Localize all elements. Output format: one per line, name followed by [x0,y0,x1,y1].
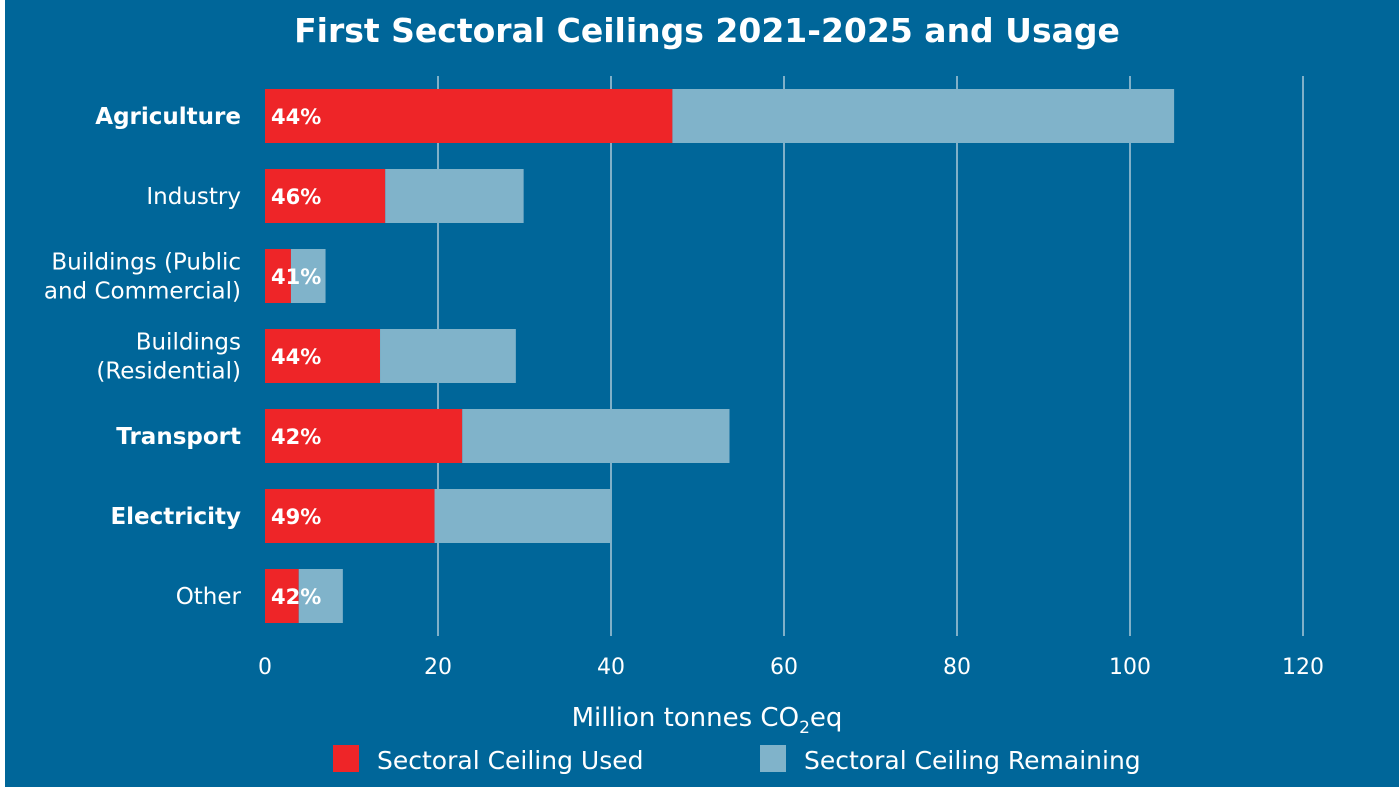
bar-remaining [672,89,1175,143]
bar-remaining [290,249,326,303]
bar-used [265,249,291,303]
category-labels: Agriculture Industry Buildings (Public and … [44,104,242,610]
category-label: Buildings (Public and Commercial) [44,250,241,305]
bar-percent-label: 42% [271,585,321,609]
x-tick-label: 0 [258,655,272,680]
category-label-line: and Commercial) [44,279,241,305]
x-axis-title-end: eq [810,703,843,733]
chart-svg: First Sectoral Ceilings 2021-2025 and Us… [44,11,1324,775]
bar-percent-label: 49% [271,505,321,529]
category-label: Transport [116,424,241,450]
category-label-line: (Residential) [96,359,241,385]
bar-used [265,169,386,223]
category-label-line: Buildings (Public [51,250,241,276]
category-label-line: Agriculture [95,104,241,130]
bar-remaining [298,569,343,623]
category-label: Buildings (Residential) [96,330,241,385]
bar-used [265,569,299,623]
bar-used [265,89,673,143]
bar-percent-label: 44% [271,105,321,129]
bar-used [265,329,381,383]
legend-label-remaining: Sectoral Ceiling Remaining [804,746,1141,775]
category-label: Agriculture [95,104,241,130]
category-label: Other [176,584,242,610]
category-label-line: Transport [116,424,241,450]
legend-swatch-used [333,745,359,772]
legend-swatch-remaining [760,745,786,772]
bar-remaining [462,409,730,463]
bar-layer: 44% 46% 41% 44% 42% 49% 42% [265,89,1175,623]
chart-title: First Sectoral Ceilings 2021-2025 and Us… [294,11,1120,50]
x-axis-title: Million tonnes CO2eq [572,703,843,738]
category-label: Electricity [110,504,241,530]
legend: Sectoral Ceiling Used Sectoral Ceiling R… [333,745,1141,775]
x-tick-labels: 0 20 40 60 80 100 120 [258,655,1324,680]
category-label-line: Electricity [110,504,241,530]
x-tick-label: 20 [424,655,452,680]
bar-used [265,489,435,543]
grid-lines [437,76,1304,636]
legend-label-used: Sectoral Ceiling Used [377,746,644,775]
category-label-line: Industry [146,184,241,210]
category-label: Industry [146,184,241,210]
bar-remaining [434,489,611,543]
chart-root: First Sectoral Ceilings 2021-2025 and Us… [5,0,1399,787]
bar-percent-label: 42% [271,425,321,449]
x-tick-label: 60 [770,655,798,680]
x-tick-label: 100 [1109,655,1151,680]
category-label-line: Other [176,584,242,610]
category-label-line: Buildings [136,330,241,356]
bar-percent-label: 46% [271,185,321,209]
bar-remaining [380,329,516,383]
x-tick-label: 120 [1282,655,1324,680]
bar-used [265,409,463,463]
x-axis-title-sub: 2 [799,718,810,738]
bar-remaining [385,169,524,223]
bar-percent-label: 41% [271,265,321,289]
x-tick-label: 40 [597,655,625,680]
bar-percent-label: 44% [271,345,321,369]
x-axis-title-main: Million tonnes CO [572,703,799,733]
x-tick-label: 80 [943,655,971,680]
